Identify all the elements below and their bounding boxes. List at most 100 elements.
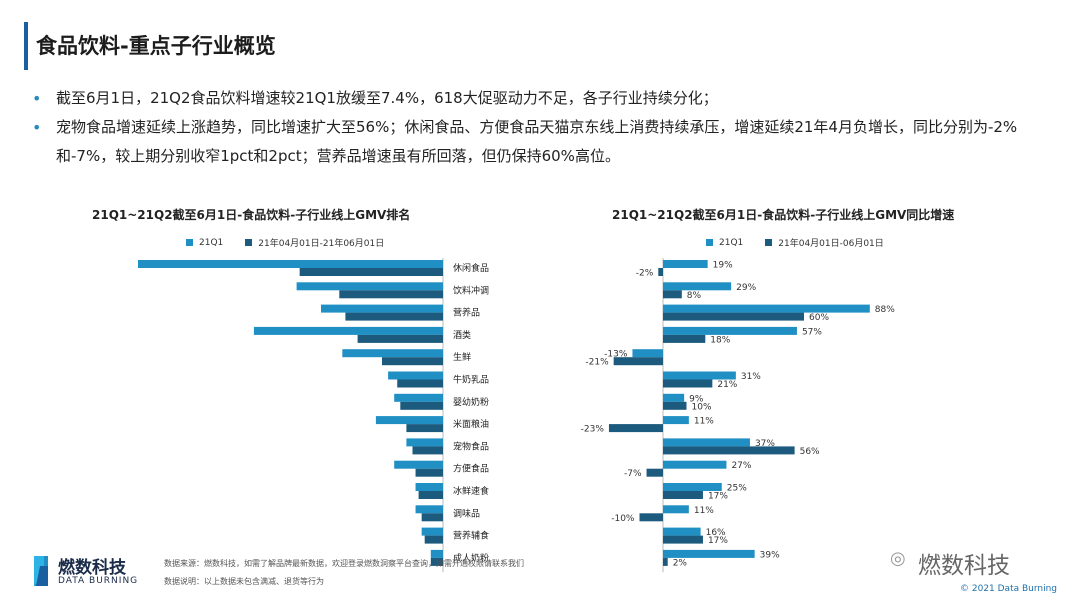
right-bar-q1	[663, 260, 708, 268]
left-category-label: 成人奶粉	[453, 552, 489, 564]
logo-cn: 燃数科技	[58, 558, 126, 578]
data-note: 数据说明：以上数据未包含满减、退货等行为	[164, 577, 324, 586]
watermark-text: 燃数科技	[918, 553, 1010, 579]
left-bar-q1	[415, 483, 443, 491]
right-bar-q1	[663, 282, 732, 291]
right-data-label: 2%	[673, 558, 688, 568]
right-bar-q1	[663, 438, 750, 447]
bullet-1: 截至6月1日，21Q2食品饮料增速较21Q1放缓至7.4%，618大促驱动力不足…	[30, 84, 1040, 113]
left-bar-q1	[394, 460, 443, 469]
left-category-label: 宠物食品	[453, 440, 489, 452]
left-bar-q2	[421, 513, 443, 522]
right-bar-q2	[613, 357, 663, 366]
right-bar-q1	[663, 460, 727, 469]
right-data-label: 19%	[713, 261, 733, 271]
left-category-label: 冰鲜速食	[453, 485, 489, 497]
left-bar-q1	[421, 527, 443, 536]
right-data-label: -7%	[624, 469, 642, 479]
left-bar-q2	[299, 268, 443, 276]
legend-swatch-q2	[245, 239, 253, 246]
right-bar-q1	[663, 483, 722, 491]
bullet-2: 宠物食品增速延续上涨趋势，同比增速扩大至56%；休闲食品、方便食品天猫京东线上消…	[30, 113, 1040, 171]
summary-bullets: 截至6月1日，21Q2食品饮料增速较21Q1放缓至7.4%，618大促驱动力不足…	[30, 84, 1040, 171]
left-category-label: 婴幼奶粉	[453, 396, 489, 408]
right-bar-q2	[663, 401, 687, 410]
right-bar-q2	[608, 424, 663, 433]
right-bar-q2	[663, 334, 706, 343]
right-data-label: 60%	[809, 313, 829, 323]
right-bar-q2	[658, 268, 663, 276]
right-chart-legend: 21Q1 21年04月01日-06月01日	[706, 236, 884, 249]
right-data-label: 25%	[727, 484, 747, 494]
right-bar-q2	[663, 312, 804, 321]
right-bar-q2	[646, 468, 663, 477]
left-bar-q2	[430, 557, 443, 566]
right-bar-q1	[663, 549, 755, 558]
right-data-label: 39%	[760, 550, 780, 560]
left-bar-q1	[406, 438, 443, 447]
left-bar-q2	[357, 334, 443, 343]
left-bar-q1	[296, 282, 443, 291]
right-bar-q2	[663, 535, 703, 544]
wechat-icon: ◎	[890, 548, 906, 569]
logo-en: DATA BURNING	[58, 576, 139, 586]
legend-label-q1: 21Q1	[199, 237, 224, 248]
right-data-label: 57%	[802, 327, 822, 337]
right-data-label: 16%	[706, 528, 726, 538]
right-bar-q2	[639, 513, 663, 522]
right-data-label: 8%	[687, 291, 702, 301]
left-chart-title: 21Q1~21Q2截至6月1日-食品饮料-子行业线上GMV排名	[92, 208, 411, 222]
left-category-label: 饮料冲调	[453, 284, 489, 296]
right-bar-q1	[663, 393, 685, 402]
left-category-label: 营养辅食	[453, 530, 489, 542]
legend-label-q1-right: 21Q1	[719, 237, 744, 248]
right-bar-q2	[663, 446, 795, 455]
right-data-label: 29%	[736, 283, 756, 293]
right-data-label: 37%	[755, 439, 775, 449]
left-bar-q2	[418, 491, 443, 499]
left-bar-q2	[424, 535, 443, 544]
left-bar-q2	[406, 424, 443, 433]
left-bar-q2	[415, 468, 443, 477]
left-bar-q1	[430, 549, 443, 558]
left-category-label: 方便食品	[453, 463, 489, 475]
right-data-label: -21%	[585, 358, 609, 368]
left-category-label: 生鲜	[453, 351, 471, 363]
right-data-label: 17%	[708, 492, 728, 502]
left-bar-q2	[412, 446, 443, 455]
right-bar-q1	[663, 371, 736, 380]
right-data-label: 11%	[694, 417, 714, 427]
right-bar-q1	[632, 349, 663, 358]
right-bar-q2	[663, 290, 682, 299]
left-bar-q2	[382, 357, 443, 366]
left-category-label: 牛奶乳品	[453, 374, 489, 386]
right-bar-q1	[663, 304, 870, 313]
left-bar-q2	[339, 290, 443, 299]
right-data-label: 10%	[692, 402, 712, 412]
right-bar-q1	[663, 326, 797, 335]
data-source: 数据来源：燃数科技，如需了解品牌最新数据，欢迎登录燃数洞察平台查询，如需开通权限…	[164, 559, 524, 568]
right-data-label: 88%	[875, 305, 895, 315]
right-bar-q1	[663, 505, 689, 514]
right-bar-q2	[663, 379, 713, 388]
legend-swatch-q1	[186, 239, 193, 246]
right-data-label: -10%	[611, 514, 635, 524]
left-bar-q1	[375, 416, 443, 425]
right-data-label: 56%	[800, 447, 820, 457]
right-data-label: 11%	[694, 506, 714, 516]
right-data-label: 21%	[717, 380, 737, 390]
left-category-label: 酒类	[453, 329, 471, 341]
left-bar-q1	[138, 260, 443, 268]
left-bar-q1	[342, 349, 443, 358]
right-chart-title: 21Q1~21Q2截至6月1日-食品饮料-子行业线上GMV同比增速	[612, 208, 955, 222]
right-data-label: 27%	[731, 461, 751, 471]
page-title: 食品饮料-重点子行业概览	[36, 34, 276, 58]
left-category-label: 休闲食品	[453, 262, 489, 274]
right-data-label: -23%	[581, 425, 605, 435]
right-data-label: 18%	[710, 335, 730, 345]
title-accent-bar	[24, 22, 28, 70]
right-data-label: -2%	[636, 269, 654, 279]
legend-swatch-q1-right	[706, 239, 713, 246]
left-bar-q1	[253, 326, 443, 335]
